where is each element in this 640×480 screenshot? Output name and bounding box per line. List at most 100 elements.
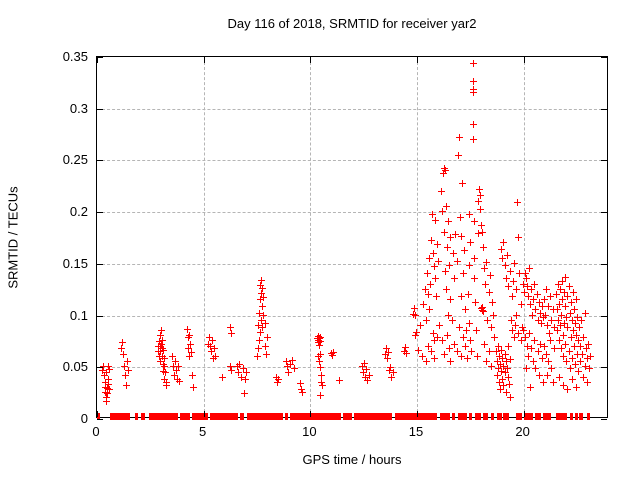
data-point [543,350,551,358]
y-tick-label: 0.2 [69,204,88,220]
x-tick-bottom [97,411,98,417]
data-point [481,265,489,273]
data-point [560,332,568,340]
baseline-data-band [109,413,131,420]
data-point [568,355,576,362]
data-point [498,246,506,254]
baseline-data-band [140,413,145,420]
data-point [423,270,431,278]
data-point [432,217,440,225]
baseline-data-band [457,413,468,420]
data-point [517,337,525,345]
data-point [497,386,505,394]
data-point [502,389,510,397]
x-tick-top [97,57,98,63]
data-point [506,356,514,364]
data-point [451,340,459,348]
data-point [424,290,432,298]
data-point [586,352,594,360]
data-point [484,316,492,324]
data-point [564,323,572,331]
data-point [455,323,463,331]
data-point [255,344,263,352]
data-point [207,342,215,350]
data-point [479,308,487,316]
data-point [525,292,532,300]
data-point [465,290,473,298]
data-point [457,232,465,240]
data-point [521,334,529,342]
baseline-data-band [490,413,494,420]
data-point [445,218,452,226]
data-point [442,285,450,293]
data-point [483,358,491,366]
data-point [566,309,574,317]
y-tick-left [97,419,103,420]
data-point [441,166,449,174]
data-point [102,394,110,402]
data-point [472,327,480,335]
data-point [512,321,520,329]
data-point [287,361,295,369]
data-point [385,348,393,356]
y-tick-left [97,212,103,214]
data-point [117,344,125,352]
data-point [427,347,435,355]
data-point [506,394,514,402]
data-point [450,249,458,257]
baseline-data-band [574,413,579,420]
data-point [519,280,527,288]
data-point [104,375,112,383]
data-point [552,290,560,298]
data-point [543,285,551,293]
data-point [538,303,546,311]
data-point [516,270,524,278]
data-point [486,272,494,280]
data-point [571,361,579,369]
data-point [568,375,576,383]
data-point [499,254,507,262]
data-point [573,296,580,304]
baseline-data-band [569,413,573,420]
baseline-data-band [290,413,342,420]
x-gridline [310,57,312,417]
data-point [536,340,544,348]
y-tick-left [97,57,103,58]
baseline-data-band [523,413,534,420]
data-point [459,334,467,342]
data-point [105,380,113,388]
data-point [260,293,268,301]
data-point [563,313,571,321]
data-point [475,197,483,205]
data-point [509,292,516,300]
data-point [535,299,543,307]
data-point [161,363,169,371]
data-point [234,369,242,377]
data-point [515,330,523,338]
data-point [529,311,537,319]
data-point [417,321,425,329]
data-point [485,347,493,355]
data-point [494,371,502,379]
data-point [122,381,130,389]
y-tick-right [601,57,607,58]
data-point [502,275,510,283]
data-point [562,303,570,311]
data-point [218,373,226,381]
data-point [123,358,131,366]
data-point [564,292,572,300]
baseline-data-band [210,413,238,420]
baseline-data-band [149,413,179,420]
data-point [102,369,110,377]
data-point [531,337,539,345]
data-point [173,367,180,375]
baseline-band-layer [97,57,607,420]
x-tick-bottom [417,411,418,417]
data-point [548,365,556,373]
tick-marks-layer [97,57,607,420]
data-point [261,342,269,350]
data-point [539,378,547,386]
y-tick-right [601,212,607,214]
data-point [564,386,572,394]
data-point [259,323,267,331]
